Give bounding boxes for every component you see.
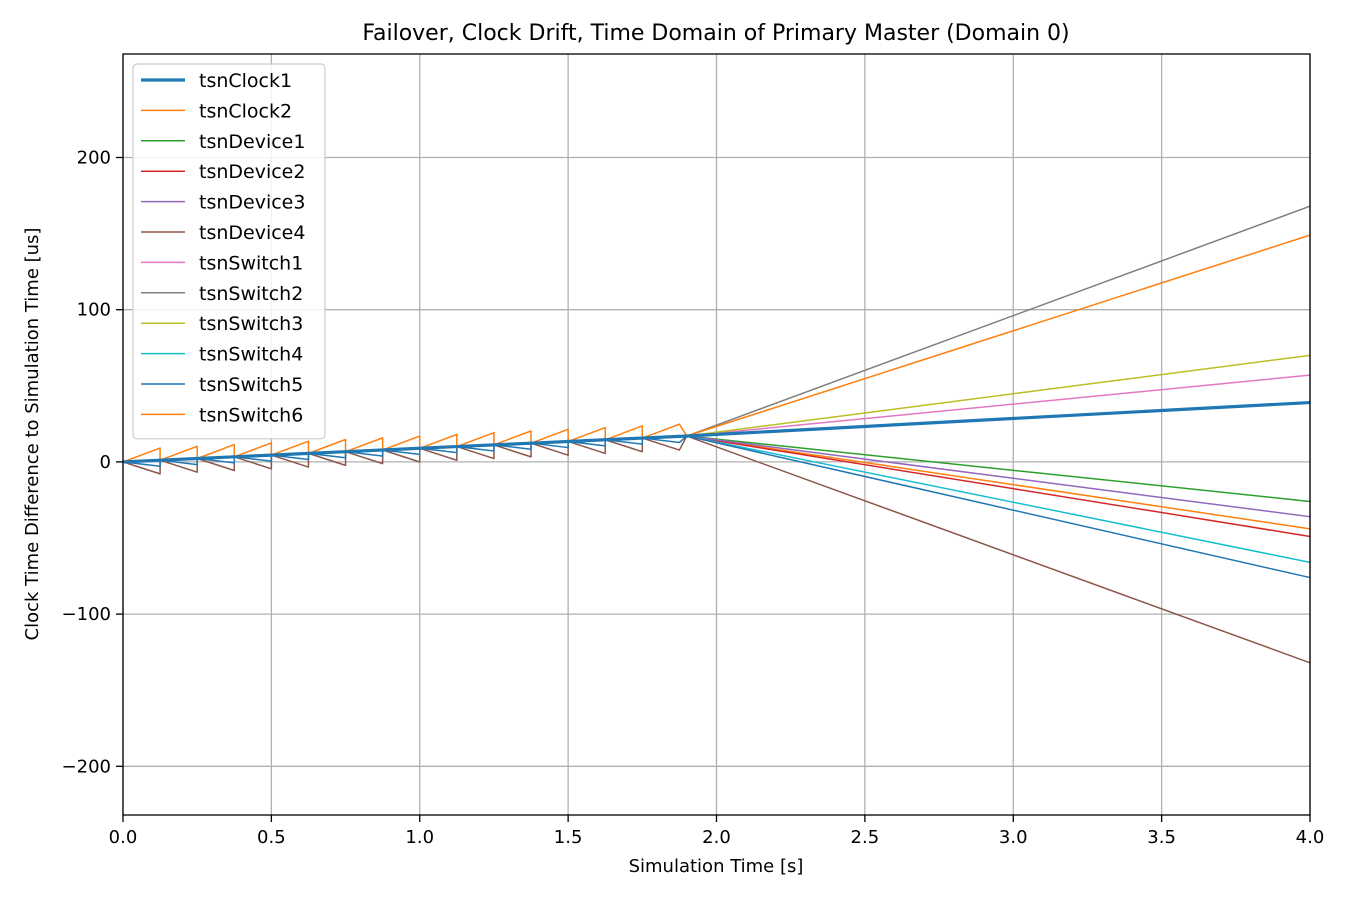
series-line-tsnSwitch6: [122, 234, 1311, 463]
legend-label: tsnClock1: [199, 70, 292, 92]
x-ticks: 0.0 0.5 1.0 1.5 2.0 2.5 3.0 3.5 4.0: [109, 815, 1325, 848]
legend-label: tsnSwitch6: [199, 404, 303, 426]
y-tick-label: −200: [62, 756, 111, 777]
y-axis-label: Clock Time Difference to Simulation Time…: [22, 228, 43, 641]
x-tick-label: 2.5: [851, 827, 880, 848]
x-tick-label: 1.5: [554, 827, 583, 848]
y-tick-label: −100: [62, 604, 111, 625]
x-tick-label: 2.0: [702, 827, 731, 848]
legend-label: tsnSwitch1: [199, 252, 303, 274]
x-tick-label: 1.0: [405, 827, 434, 848]
legend-label: tsnSwitch2: [199, 283, 303, 305]
legend-label: tsnSwitch3: [199, 313, 303, 335]
y-tick-label: 0: [100, 452, 111, 473]
legend-label: tsnSwitch5: [199, 374, 303, 396]
legend-box: [132, 63, 326, 440]
y-ticks: −200 −100 0 100 200: [62, 147, 123, 777]
x-tick-label: 3.5: [1147, 827, 1176, 848]
series-line-tsnClock1: [122, 400, 1311, 464]
legend-label: tsnDevice3: [199, 192, 305, 214]
y-tick-label: 100: [77, 300, 111, 321]
legend-label: tsnDevice4: [199, 222, 305, 244]
x-tick-label: 0.5: [257, 827, 286, 848]
legend-label: tsnSwitch4: [199, 344, 303, 366]
legend: tsnClock1 tsnClock2 tsnDevice1 tsnDevice2 ts…: [132, 63, 326, 440]
x-tick-label: 0.0: [109, 827, 138, 848]
x-tick-label: 4.0: [1296, 827, 1325, 848]
legend-label: tsnClock2: [199, 100, 292, 122]
series-layer: [122, 205, 1311, 664]
legend-label: tsnDevice2: [199, 161, 305, 183]
x-axis-label: Simulation Time [s]: [629, 856, 804, 877]
chart-title: Failover, Clock Drift, Time Domain of Pr…: [362, 21, 1069, 46]
y-tick-label: 200: [77, 147, 111, 168]
x-tick-label: 3.0: [999, 827, 1028, 848]
legend-label: tsnDevice1: [199, 131, 305, 153]
